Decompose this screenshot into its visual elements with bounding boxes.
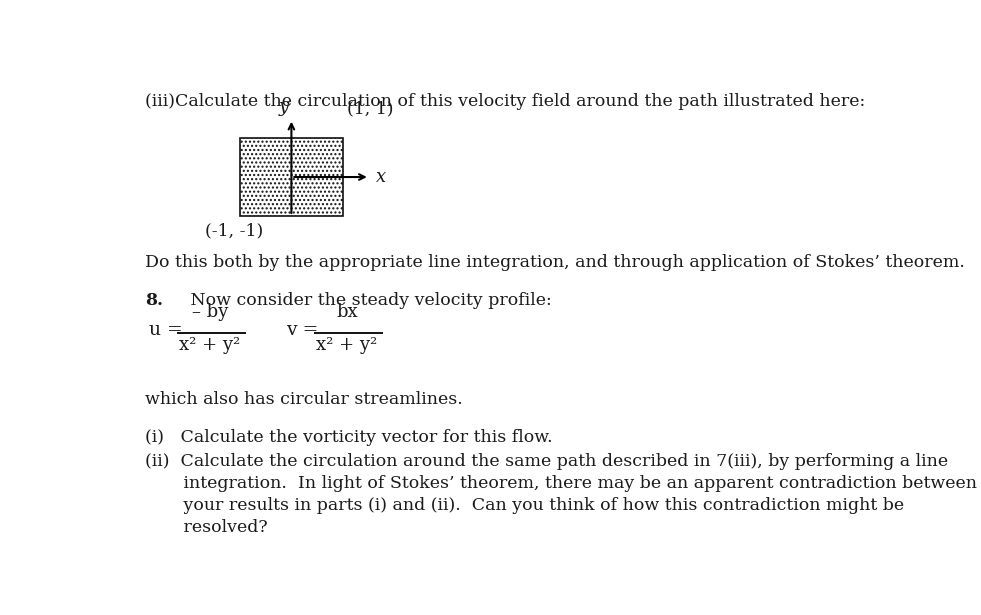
- Text: 8.: 8.: [145, 292, 164, 309]
- Text: v =: v =: [286, 320, 319, 338]
- Text: integration.  In light of Stokes’ theorem, there may be an apparent contradictio: integration. In light of Stokes’ theorem…: [145, 475, 977, 492]
- Text: resolved?: resolved?: [145, 520, 268, 536]
- Text: (ii)  Calculate the circulation around the same path described in 7(iii), by per: (ii) Calculate the circulation around th…: [145, 453, 949, 470]
- Text: Now consider the steady velocity profile:: Now consider the steady velocity profile…: [175, 292, 552, 309]
- Text: Do this both by the appropriate line integration, and through application of Sto: Do this both by the appropriate line int…: [145, 254, 965, 271]
- Text: y: y: [279, 98, 288, 116]
- Text: bx: bx: [336, 303, 358, 321]
- Text: x² + y²: x² + y²: [316, 336, 378, 354]
- Text: (1, 1): (1, 1): [347, 100, 393, 117]
- Text: which also has circular streamlines.: which also has circular streamlines.: [145, 391, 463, 408]
- Text: (iii)Calculate the circulation of this velocity field around the path illustrate: (iii)Calculate the circulation of this v…: [145, 93, 865, 109]
- Text: x² + y²: x² + y²: [180, 336, 240, 354]
- Text: (i)   Calculate the vorticity vector for this flow.: (i) Calculate the vorticity vector for t…: [145, 429, 553, 446]
- Text: x: x: [376, 168, 386, 186]
- Text: (-1, -1): (-1, -1): [205, 223, 263, 239]
- Text: – by: – by: [192, 303, 229, 321]
- Bar: [240, 138, 343, 216]
- Text: your results in parts (i) and (ii).  Can you think of how this contradiction mig: your results in parts (i) and (ii). Can …: [145, 497, 904, 514]
- Text: u =: u =: [149, 320, 183, 338]
